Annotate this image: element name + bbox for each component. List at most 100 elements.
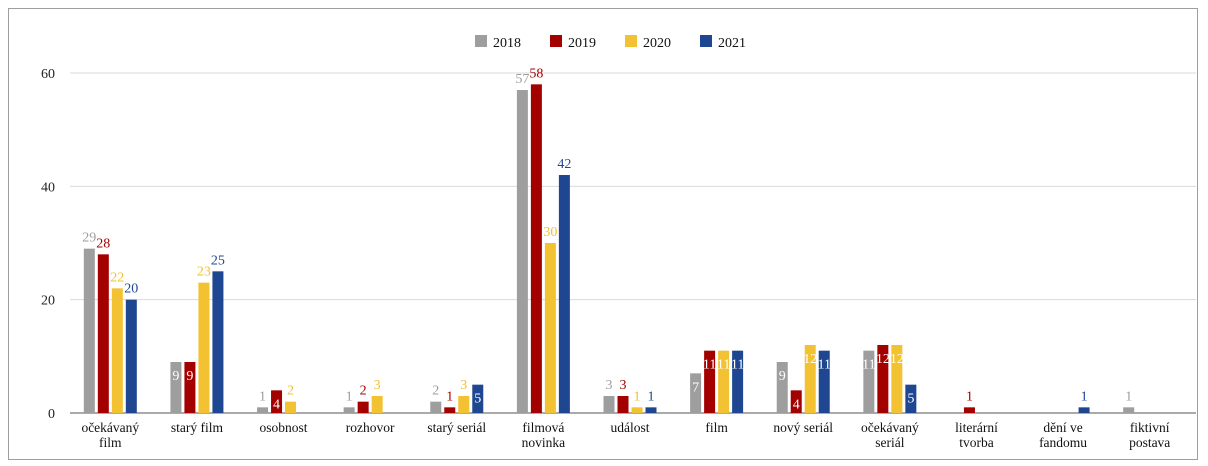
bar-2021 [558,175,570,413]
bar-2018 [257,407,269,413]
data-label: 9 [779,369,786,384]
bar-2021 [472,384,484,413]
y-tick-label: 0 [48,407,55,422]
data-label: 9 [186,369,193,384]
bar-2020 [544,243,556,413]
legend-label: 2019 [568,36,596,51]
legend-swatch-2020 [625,35,637,47]
x-category-label: starý film [171,420,224,435]
data-label: 5 [907,392,914,407]
data-label: 12 [803,352,817,367]
data-label: 23 [197,265,211,280]
legend-label: 2018 [493,36,521,51]
data-label: 11 [817,358,830,373]
bar-2018 [343,407,355,413]
x-category-label: novinka [522,435,566,450]
data-label: 4 [273,397,280,412]
x-category-label: dění ve [1043,420,1082,435]
bar-2018 [516,90,528,413]
data-label: 11 [717,358,730,373]
data-label: 5 [474,392,481,407]
bar-2020 [631,407,643,413]
bar-2019 [617,396,629,413]
data-label: 9 [172,369,179,384]
bar-2021 [645,407,657,413]
bar-2020 [804,345,816,413]
data-label: 3 [460,378,467,393]
legend-swatch-2021 [700,35,712,47]
data-label: 12 [890,352,904,367]
bar-2019 [444,407,456,413]
bar-2021 [905,384,917,413]
bar-2020 [891,345,903,413]
data-label: 3 [606,378,613,393]
bar-2020 [111,288,123,413]
y-tick-label: 40 [41,180,55,195]
x-category-label: nový seriál [773,420,833,435]
data-label: 12 [876,352,890,367]
bar-2020 [198,282,210,413]
legend-label: 2020 [643,36,671,51]
data-label: 1 [648,389,655,404]
x-category-label: seriál [875,435,904,450]
data-label: 1 [259,389,266,404]
data-label: 1 [346,389,353,404]
bar-2018 [1123,407,1135,413]
bar-2019 [877,345,889,413]
bar-2020 [285,401,297,413]
data-label: 29 [82,231,96,246]
y-axis-ticks: 0 20 40 60 [41,67,55,422]
bar-2019 [530,84,542,413]
bar-2021 [125,299,137,413]
data-label: 30 [543,225,557,240]
legend: 2018 2019 2020 2021 [475,35,746,51]
data-label: 11 [703,358,716,373]
bar-2021 [732,350,744,413]
legend-swatch-2019 [550,35,562,47]
data-label: 11 [731,358,744,373]
y-tick-label: 60 [41,67,55,82]
bars [83,84,1135,413]
x-category-label: fandomu [1039,435,1087,450]
data-label: 2 [432,384,439,399]
data-label: 2 [287,384,294,399]
x-category-label: film [99,435,122,450]
x-category-label: film [705,420,728,435]
data-label: 4 [793,397,800,412]
data-label: 7 [692,380,699,395]
bar-2018 [603,396,615,413]
x-category-label: očekávaný [861,420,919,435]
bar-2020 [718,350,730,413]
data-label: 1 [966,389,973,404]
x-category-label: očekávaný [81,420,139,435]
data-label: 25 [211,253,225,268]
bar-2019 [97,254,109,413]
x-category-label: událost [611,420,650,435]
bar-2019 [184,362,196,413]
x-category-label: filmová [522,420,564,435]
bar-2018 [690,373,702,413]
bar-2020 [458,396,470,413]
x-category-label: literární [955,420,998,435]
data-label: 2 [360,384,367,399]
bar-2019 [790,390,802,413]
data-label: 1 [446,389,453,404]
data-label: 3 [620,378,627,393]
data-label: 58 [529,66,543,81]
bar-2018 [430,401,442,413]
bar-2019 [357,401,369,413]
bar-2019 [963,407,975,413]
bar-2021 [818,350,830,413]
data-label: 1 [1125,389,1132,404]
legend-swatch-2018 [475,35,487,47]
bar-2021 [1078,407,1090,413]
bar-2018 [776,362,788,413]
bar-2020 [371,396,383,413]
data-label: 3 [374,378,381,393]
data-label: 28 [96,236,110,251]
x-category-label: osobnost [260,420,308,435]
legend-label: 2021 [718,36,746,51]
